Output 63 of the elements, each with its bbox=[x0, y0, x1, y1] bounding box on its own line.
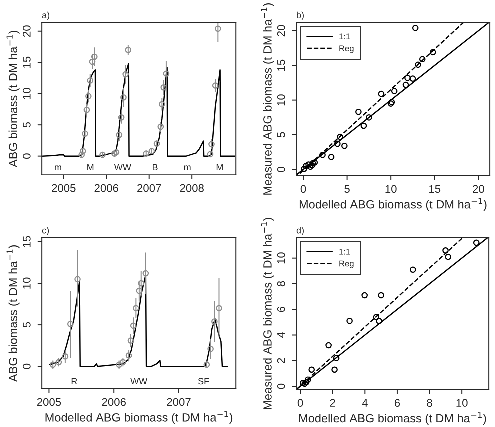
x-axis-title: Modelled ABG biomass (t DM ha$^{−1}$) bbox=[300, 198, 487, 212]
annotation: m bbox=[184, 166, 191, 171]
x-tick-label: 2008 bbox=[180, 184, 204, 192]
y-tick-label: 6 bbox=[277, 307, 286, 312]
x-tick-label: 8 bbox=[427, 399, 432, 408]
chart-title: c) bbox=[42, 227, 50, 236]
chart-title: a) bbox=[42, 12, 50, 20]
annotation: m bbox=[55, 166, 62, 171]
x-tick-label: 2006 bbox=[102, 398, 126, 406]
line-series bbox=[42, 63, 236, 157]
x-tick-label: 2006 bbox=[94, 184, 118, 192]
y-tick-label: 5 bbox=[23, 122, 31, 128]
x-tick-label: 0 bbox=[298, 399, 304, 408]
annotation: M bbox=[216, 164, 223, 171]
legend-label: 1:1 bbox=[340, 248, 350, 255]
x-tick-label: 2005 bbox=[52, 184, 76, 192]
x-tick-label: 15 bbox=[430, 185, 441, 194]
x-tick-label: 2005 bbox=[37, 398, 62, 406]
x-tick-label: 4 bbox=[362, 399, 368, 407]
y-tick-label: 0 bbox=[277, 384, 286, 390]
y-tick-label: 0 bbox=[22, 364, 31, 370]
x-tick-label: 2 bbox=[330, 399, 336, 407]
y-tick-label: 20 bbox=[277, 25, 286, 37]
y-tick-label: 2 bbox=[277, 358, 286, 364]
y-axis-title: ABG biomass (t DM ha$^{−1}$) bbox=[6, 246, 20, 382]
y-tick-label: 0 bbox=[22, 154, 31, 159]
y-tick-label: 15 bbox=[278, 60, 286, 71]
chart-title: b) bbox=[297, 12, 304, 20]
y-tick-label: 0 bbox=[277, 167, 286, 172]
y-tick-label: 5 bbox=[23, 322, 31, 328]
annotation: B bbox=[152, 164, 158, 171]
annotation: R bbox=[72, 378, 78, 385]
legend-label: 1:1 bbox=[340, 34, 350, 40]
x-tick-label: 5 bbox=[344, 185, 350, 194]
x-tick-label: 10 bbox=[456, 399, 468, 408]
y-tick-label: 8 bbox=[277, 281, 286, 287]
legend-label: Reg bbox=[340, 260, 354, 268]
x-tick-label: 20 bbox=[473, 185, 484, 194]
y-tick-label: 10 bbox=[22, 88, 31, 100]
y-tick-label: 10 bbox=[22, 278, 31, 289]
x-tick-label: 0 bbox=[300, 185, 306, 194]
annotation: WW bbox=[114, 164, 132, 171]
annotation: SF bbox=[198, 378, 210, 385]
y-axis-title: ABG biomass (t DM ha$^{−1}$) bbox=[6, 30, 20, 168]
y-axis-title: Measured ABG biomass (t DM ha$^{−1}$) bbox=[261, 218, 274, 410]
y-tick-label: 4 bbox=[278, 332, 286, 338]
x-tick-label: 2007 bbox=[167, 398, 191, 406]
chart-title: d) bbox=[296, 227, 304, 236]
annotation: M bbox=[88, 164, 94, 171]
y-axis-title: Measured ABG biomass (t DM ha$^{−1}$) bbox=[261, 4, 274, 195]
x-tick-label: 10 bbox=[386, 185, 397, 194]
y-tick-label: 20 bbox=[22, 26, 31, 37]
y-tick-label: 15 bbox=[23, 56, 31, 68]
y-tick-label: 5 bbox=[278, 132, 286, 138]
x-tick-label: 6 bbox=[394, 399, 400, 408]
x-axis-title: Modelled ABG biomass (t DM ha$^{−1}$) bbox=[299, 412, 486, 426]
y-tick-label: 15 bbox=[23, 236, 31, 248]
x-axis-title: Modelled ABG biomass (t DM ha$^{−1}$) bbox=[46, 411, 233, 424]
x-tick-label: 2007 bbox=[138, 184, 162, 192]
legend-label: Reg bbox=[340, 46, 354, 54]
y-tick-label: 10 bbox=[277, 252, 286, 264]
annotation: WW bbox=[130, 378, 148, 385]
y-tick-label: 10 bbox=[277, 94, 286, 106]
